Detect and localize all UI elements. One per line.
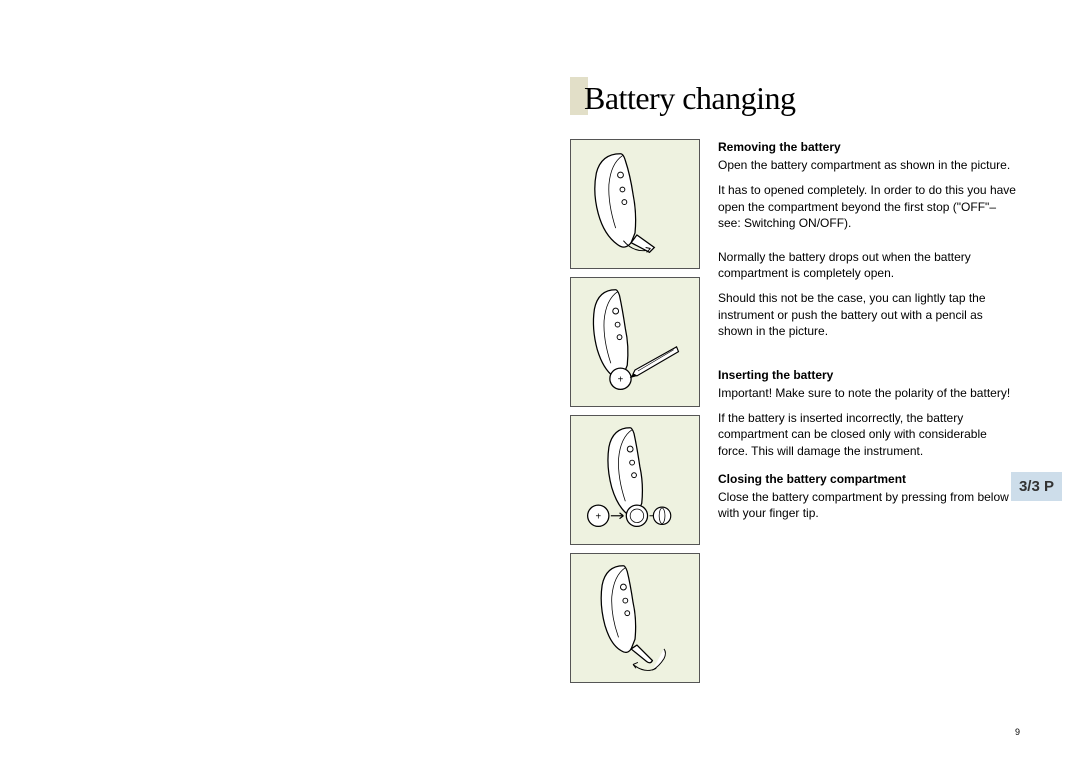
side-tab-badge: 3/3 P [1011, 472, 1062, 501]
illustration-column: + + [570, 139, 700, 683]
para-s1-p2: It has to opened completely. In order to… [718, 182, 1020, 231]
para-s2-p2: Should this not be the case, you can lig… [718, 290, 1020, 339]
title-row: Battery changing [570, 80, 1020, 117]
hearing-aid-insert-icon: + [577, 422, 693, 538]
illustration-3-insert-battery: + [570, 415, 700, 545]
illustration-4-close-compartment [570, 553, 700, 683]
para-s2-p1: Normally the battery drops out when the … [718, 249, 1020, 281]
page-title: Battery changing [584, 80, 795, 117]
svg-text:+: + [618, 375, 624, 386]
illustration-1-open-compartment [570, 139, 700, 269]
para-s1-p1: Open the battery compartment as shown in… [718, 157, 1020, 173]
hearing-aid-pencil-icon: + [577, 284, 693, 400]
document-page: Battery changing [540, 0, 1080, 763]
heading-closing: Closing the battery compartment [718, 471, 1020, 487]
text-column: Removing the battery Open the battery co… [718, 139, 1020, 683]
heading-removing: Removing the battery [718, 139, 1020, 155]
para-s4-p1: Close the battery compartment by pressin… [718, 489, 1020, 521]
content-columns: + + [570, 139, 1020, 683]
hearing-aid-close-icon [577, 560, 693, 676]
illustration-2-pencil-push: + [570, 277, 700, 407]
page-number: 9 [1015, 727, 1020, 737]
hearing-aid-icon [577, 146, 693, 262]
heading-inserting: Inserting the battery [718, 367, 1020, 383]
para-s3-p2: If the battery is inserted incorrectly, … [718, 410, 1020, 459]
para-s3-p1: Important! Make sure to note the polarit… [718, 385, 1020, 401]
svg-text:+: + [595, 512, 601, 523]
